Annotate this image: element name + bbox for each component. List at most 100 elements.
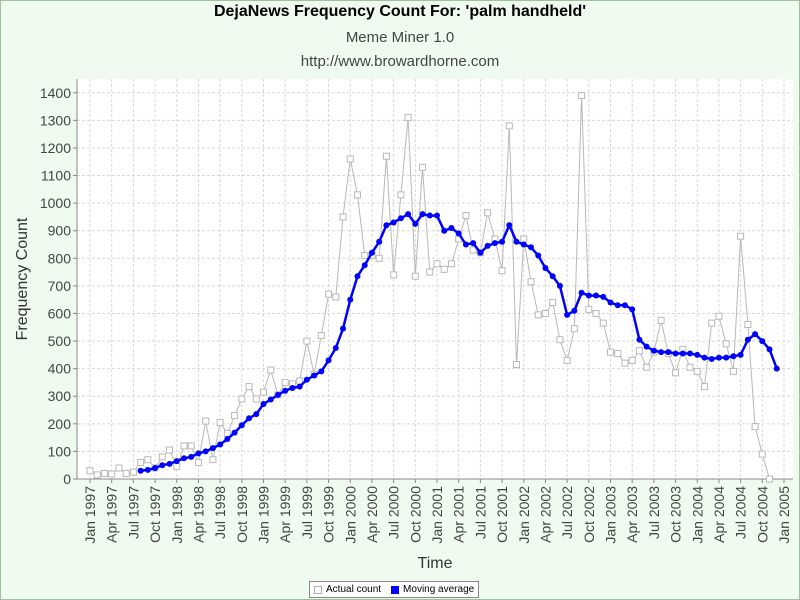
moving-average-point — [282, 387, 289, 394]
actual-count-point — [556, 336, 564, 344]
x-tick-label: Apr 2001 — [451, 486, 467, 543]
moving-average-point — [137, 467, 144, 474]
moving-average-point — [614, 302, 621, 309]
actual-count-point — [744, 321, 752, 329]
actual-count-point — [122, 469, 130, 477]
actual-count-point — [361, 252, 369, 260]
moving-average-point — [600, 293, 607, 300]
moving-average-point — [340, 325, 347, 332]
moving-average-point — [470, 240, 477, 247]
x-tick-label: Jan 1997 — [82, 486, 98, 544]
moving-average-point — [144, 466, 151, 473]
actual-count-point — [166, 446, 174, 454]
x-tick-label: Apr 1999 — [277, 486, 293, 543]
moving-average-point — [629, 306, 636, 313]
legend-label-average: Moving average — [403, 584, 475, 595]
moving-average-point — [260, 400, 267, 407]
x-tick-label: Oct 2003 — [668, 486, 684, 543]
actual-count-point — [513, 361, 521, 369]
actual-count-point — [238, 395, 246, 403]
x-tick-label: Jul 2004 — [733, 486, 749, 539]
actual-count-point — [194, 458, 202, 466]
y-tick-labels: 0 100 200 300 400 500 600 700 800 900 1000 1100 1200… — [40, 85, 71, 487]
moving-average-point — [672, 350, 679, 357]
actual-count-point — [758, 450, 766, 458]
moving-average-point — [658, 349, 665, 356]
moving-average-point — [289, 384, 296, 391]
x-tick-label: Oct 2000 — [407, 486, 423, 543]
actual-count-point — [115, 464, 123, 472]
x-tick-label: Jul 1998 — [212, 486, 228, 539]
moving-average-point — [578, 289, 585, 296]
filled-square-icon — [391, 585, 400, 594]
moving-average-point — [188, 453, 195, 460]
actual-count-point — [643, 363, 651, 371]
actual-count-point — [108, 470, 116, 478]
actual-count-point — [440, 265, 448, 273]
moving-average-point — [636, 336, 643, 343]
x-tick-label: Jan 1999 — [256, 486, 272, 544]
x-axis-label: Time — [418, 555, 453, 572]
moving-average-point — [665, 349, 672, 356]
x-tick-label: Oct 1997 — [147, 486, 163, 543]
actual-count-point — [202, 417, 210, 425]
moving-average-point — [419, 211, 426, 218]
x-tick-label: Oct 1998 — [234, 486, 250, 543]
moving-average-point — [180, 455, 187, 462]
actual-count-point — [346, 155, 354, 163]
moving-average-point — [434, 212, 440, 219]
moving-average-point — [209, 445, 216, 452]
legend: Actual count Moving average — [309, 581, 480, 598]
moving-average-point — [520, 241, 527, 248]
actual-count-point — [607, 348, 614, 356]
actual-count-point — [180, 442, 188, 450]
actual-count-point — [766, 475, 774, 483]
x-tick-label: Jan 2001 — [429, 486, 445, 544]
x-tick-label: Apr 2002 — [537, 486, 553, 543]
plot-area — [77, 79, 793, 479]
moving-average-point — [195, 450, 202, 457]
y-tick-label: 400 — [48, 361, 72, 377]
moving-average-point — [571, 307, 578, 314]
moving-average-point — [274, 391, 281, 398]
chart-subtitle: Meme Miner 1.0 — [345, 29, 455, 46]
moving-average-point — [484, 242, 491, 249]
legend-item-actual: Actual count — [314, 584, 381, 595]
moving-average-point — [325, 357, 332, 364]
moving-average-point — [405, 211, 412, 218]
chart-url: http://www.browardhorne.com — [300, 53, 500, 70]
actual-count-point — [570, 325, 578, 333]
actual-count-point — [541, 309, 549, 317]
moving-average-point — [542, 264, 549, 271]
x-tick-label: Jan 2004 — [689, 486, 705, 544]
actual-count-point — [708, 319, 716, 327]
actual-count-point — [209, 456, 217, 464]
x-tick-label: Jul 2000 — [386, 486, 402, 539]
actual-count-point — [563, 356, 571, 364]
actual-count-point — [144, 456, 152, 464]
actual-count-point — [621, 359, 629, 367]
actual-count-point — [585, 305, 593, 313]
moving-average-point — [267, 396, 274, 403]
moving-average-point — [397, 215, 404, 222]
moving-average-point — [737, 351, 744, 358]
moving-average-point — [246, 415, 253, 422]
actual-count-point — [332, 293, 340, 301]
moving-average-point — [368, 249, 375, 256]
square-marker-icon — [314, 585, 322, 594]
actual-count-point — [397, 191, 405, 199]
moving-average-point — [462, 241, 469, 248]
moving-average-point — [744, 336, 751, 343]
actual-count-point — [657, 316, 665, 324]
moving-average-point — [332, 344, 339, 351]
actual-count-point — [158, 453, 166, 461]
actual-count-point — [100, 469, 108, 477]
moving-average-point — [687, 350, 694, 357]
y-tick-label: 500 — [48, 333, 72, 349]
moving-average-point — [202, 448, 209, 455]
y-tick-label: 200 — [48, 416, 72, 432]
moving-average-point — [752, 331, 759, 338]
x-tick-label: Apr 1997 — [104, 486, 120, 543]
actual-count-point — [599, 319, 607, 327]
moving-average-point — [166, 460, 173, 467]
